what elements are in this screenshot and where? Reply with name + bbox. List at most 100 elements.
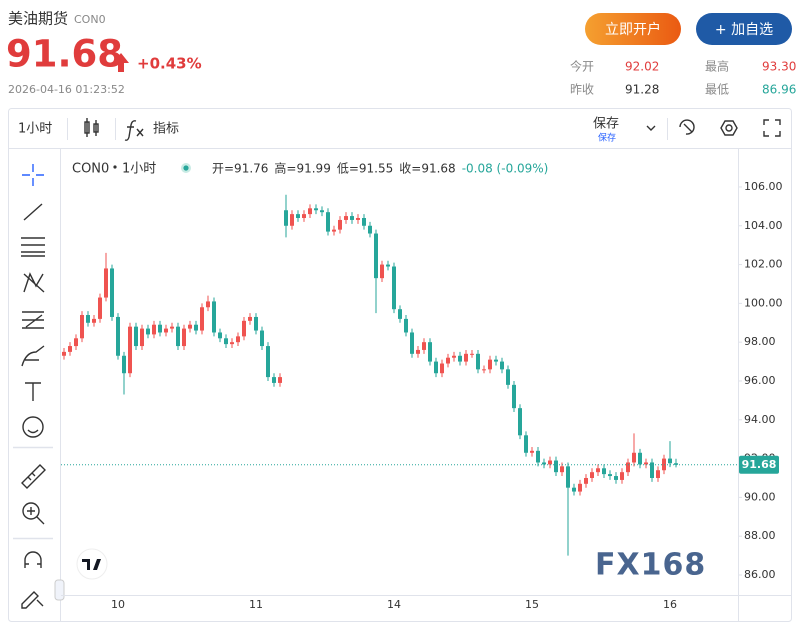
stat-label: 昨收 — [570, 83, 594, 97]
candle-body — [644, 462, 648, 465]
legend-value: 高=91.99 — [274, 161, 330, 176]
candle-body — [344, 216, 348, 220]
candle-body — [410, 332, 414, 354]
candle-body — [518, 408, 522, 436]
save-button[interactable]: 保存 — [593, 117, 619, 132]
candle-body — [398, 309, 402, 319]
candle-body — [512, 384, 516, 409]
open-account-button[interactable]: 立即开户 — [585, 13, 681, 45]
status-dot — [183, 165, 189, 171]
candle-body — [206, 301, 210, 308]
stat-value: 86.96 — [762, 83, 796, 97]
candle-body — [584, 477, 588, 484]
legend-interval: 1小时 — [122, 162, 156, 177]
candle-body — [254, 316, 258, 331]
candle-body — [392, 266, 396, 310]
candle-body — [422, 342, 426, 350]
watchlist-button[interactable]: + 加自选 — [696, 13, 792, 45]
brush-tool[interactable] — [21, 345, 45, 367]
y-tick-label: 88.00 — [744, 529, 776, 542]
prediction-tool[interactable] — [22, 311, 44, 329]
candle-body — [80, 315, 84, 339]
candle-type-icon[interactable] — [84, 118, 99, 137]
candle-body — [596, 468, 600, 473]
candle-body — [338, 219, 342, 230]
settings-icon[interactable] — [720, 120, 738, 136]
collapse-handle[interactable] — [54, 579, 65, 601]
candle-body — [224, 338, 228, 345]
x-tick-label: 16 — [663, 598, 677, 611]
chart-panel — [8, 108, 792, 622]
lock-draw-tool[interactable] — [21, 591, 44, 609]
magnet-tool[interactable] — [24, 551, 42, 568]
text-tool[interactable] — [25, 382, 41, 401]
button-bg[interactable] — [696, 13, 792, 45]
y-tick-label: 100.00 — [744, 296, 783, 309]
fullscreen-icon[interactable] — [763, 119, 781, 137]
sidebar-tools — [13, 164, 53, 609]
candle-body — [236, 336, 240, 343]
crosshair-tool[interactable] — [22, 164, 44, 186]
legend-value: -0.08 (-0.09%) — [462, 162, 549, 176]
interval-button[interactable]: 1小时 — [18, 122, 52, 137]
candle-body — [548, 460, 552, 465]
candle-body — [140, 328, 144, 347]
up-arrow — [113, 53, 129, 72]
candle-body — [560, 466, 564, 473]
candle-body — [188, 324, 192, 329]
candle-body — [320, 210, 324, 213]
candle-body — [230, 342, 234, 345]
candle-body — [524, 435, 528, 453]
candle-body — [296, 214, 300, 219]
candle-body — [590, 472, 594, 478]
emoji-tool[interactable] — [22, 416, 44, 438]
candle-body — [308, 208, 312, 215]
watermark: FX168 — [595, 548, 706, 583]
title: 美油期货 — [8, 10, 68, 28]
change: +0.43% — [137, 55, 202, 73]
fib-tool[interactable] — [21, 237, 45, 257]
candle-body — [68, 346, 72, 352]
candle-body — [650, 462, 654, 478]
candle-body — [494, 359, 498, 362]
candle-body — [434, 361, 438, 374]
candle-body — [608, 474, 612, 477]
stat-value: 93.30 — [762, 60, 796, 74]
x-tick-label: 14 — [387, 598, 401, 611]
candle-body — [674, 463, 678, 465]
candle-body — [386, 264, 390, 267]
line-tool[interactable] — [23, 203, 43, 221]
button-bg[interactable] — [585, 13, 681, 45]
stat-value: 92.02 — [625, 60, 659, 74]
pattern-tool[interactable] — [23, 272, 45, 293]
zoom-tool[interactable] — [22, 502, 45, 525]
chevron[interactable] — [646, 125, 656, 131]
candle-body — [260, 330, 264, 347]
candle-body — [356, 218, 360, 220]
candle-body — [374, 233, 378, 279]
price: 91.68 — [6, 33, 123, 76]
candle-body — [440, 363, 444, 374]
candle-body — [302, 214, 306, 219]
candle-body — [536, 450, 540, 463]
candle-body — [242, 320, 246, 337]
quick-search-icon[interactable] — [679, 119, 695, 135]
candle-body — [272, 377, 276, 383]
y-tick-label: 86.00 — [744, 568, 776, 581]
candle-body — [266, 346, 270, 378]
candle-body — [638, 452, 642, 465]
ruler-tool[interactable] — [21, 464, 46, 489]
candle-body — [476, 353, 480, 370]
button-label[interactable]: 立即开户 — [605, 21, 661, 38]
legend-value: 开=91.76 — [212, 162, 268, 176]
y-tick-label: 102.00 — [744, 258, 783, 271]
candle-body — [104, 268, 108, 298]
fx-icon[interactable] — [124, 120, 144, 141]
candle-body — [620, 472, 624, 480]
button-label[interactable]: + 加自选 — [715, 22, 773, 38]
indicators-button[interactable]: 指标 — [153, 122, 179, 137]
x-tick-label: 11 — [249, 598, 263, 611]
candle-body — [428, 342, 432, 362]
candle-body — [542, 462, 546, 465]
